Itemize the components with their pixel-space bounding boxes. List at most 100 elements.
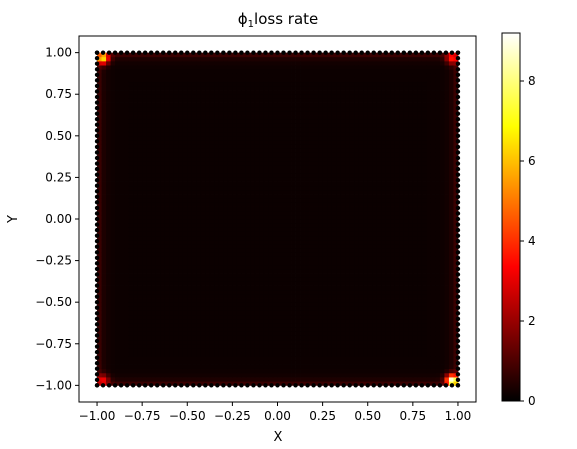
heatmap-cell bbox=[205, 210, 211, 216]
heatmap-cell bbox=[214, 206, 220, 212]
heatmap-cell bbox=[115, 181, 120, 187]
heatmap-cell bbox=[101, 152, 107, 158]
heatmap-cell bbox=[133, 339, 139, 345]
heatmap-cell bbox=[169, 173, 175, 178]
heatmap-cell bbox=[241, 302, 247, 307]
heatmap-cell bbox=[318, 148, 324, 153]
heatmap-cell bbox=[155, 202, 161, 207]
heatmap-cell bbox=[313, 98, 319, 103]
heatmap-cell bbox=[187, 277, 193, 282]
heatmap-cell bbox=[164, 339, 170, 345]
heatmap-cell bbox=[277, 198, 283, 203]
heatmap-cell bbox=[124, 352, 130, 357]
heatmap-cell bbox=[205, 106, 211, 112]
heatmap-cell bbox=[358, 268, 364, 274]
heatmap-cell bbox=[200, 160, 206, 166]
heatmap-cell bbox=[178, 173, 184, 178]
heatmap-cell bbox=[119, 210, 125, 216]
heatmap-cell bbox=[124, 189, 130, 195]
heatmap-cell bbox=[200, 52, 206, 58]
heatmap-cell bbox=[282, 106, 287, 112]
heatmap-cell bbox=[300, 273, 305, 278]
heatmap-cell bbox=[133, 210, 139, 216]
heatmap-cell bbox=[155, 314, 161, 320]
heatmap-cell bbox=[245, 119, 251, 124]
heatmap-cell bbox=[205, 77, 211, 83]
heatmap-cell bbox=[218, 306, 224, 311]
heatmap-cell bbox=[272, 360, 278, 365]
heatmap-cell bbox=[354, 81, 360, 87]
heatmap-cell bbox=[160, 148, 166, 153]
heatmap-cell bbox=[133, 164, 139, 170]
heatmap-cell bbox=[187, 56, 193, 62]
heatmap-cell bbox=[345, 164, 351, 170]
heatmap-cell bbox=[245, 152, 251, 158]
heatmap-cell bbox=[146, 119, 152, 124]
heatmap-cell bbox=[354, 169, 360, 174]
heatmap-cell bbox=[367, 73, 373, 78]
heatmap-cell bbox=[146, 264, 152, 270]
heatmap-cell bbox=[245, 198, 251, 203]
heatmap-cell bbox=[142, 123, 148, 128]
heatmap-cell bbox=[97, 352, 102, 357]
heatmap-cell bbox=[101, 135, 107, 141]
heatmap-cell bbox=[119, 77, 125, 83]
heatmap-cell bbox=[115, 368, 120, 374]
heatmap-cell bbox=[110, 314, 116, 320]
heatmap-cell bbox=[205, 94, 211, 99]
heatmap-cell bbox=[263, 310, 269, 316]
heatmap-cell bbox=[291, 77, 296, 83]
heatmap-cell bbox=[322, 194, 328, 199]
heatmap-cell bbox=[263, 239, 269, 245]
heatmap-cell bbox=[304, 260, 310, 266]
chart-title: ϕ1loss rate bbox=[238, 10, 319, 30]
heatmap-cell bbox=[245, 173, 251, 178]
heatmap-cell bbox=[367, 81, 373, 87]
heatmap-cell bbox=[160, 60, 166, 66]
heatmap-cell bbox=[178, 352, 184, 357]
heatmap-cell bbox=[358, 210, 364, 216]
heatmap-cell bbox=[272, 139, 278, 145]
heatmap-cell bbox=[245, 302, 251, 307]
heatmap-cell bbox=[119, 60, 125, 66]
heatmap-cell bbox=[124, 119, 130, 124]
heatmap-cell bbox=[241, 248, 247, 253]
heatmap-cell bbox=[151, 356, 157, 361]
heatmap-cell bbox=[254, 85, 260, 91]
heatmap-cell bbox=[322, 214, 328, 220]
heatmap-cell bbox=[119, 185, 125, 191]
heatmap-cell bbox=[124, 343, 130, 349]
heatmap-cell bbox=[282, 256, 287, 261]
heatmap-cell bbox=[309, 115, 314, 120]
heatmap-cell bbox=[268, 198, 274, 203]
heatmap-cell bbox=[232, 206, 238, 212]
heatmap-cell bbox=[124, 289, 130, 295]
heatmap-cell bbox=[223, 119, 229, 124]
heatmap-cell bbox=[232, 98, 238, 103]
heatmap-cell bbox=[110, 131, 116, 137]
heatmap-cell bbox=[336, 73, 342, 78]
heatmap-cell bbox=[340, 119, 346, 124]
heatmap-cell bbox=[349, 173, 355, 178]
heatmap-cell bbox=[187, 65, 193, 70]
heatmap-cell bbox=[245, 94, 251, 99]
heatmap-cell bbox=[191, 185, 197, 191]
heatmap-cell bbox=[173, 223, 179, 228]
heatmap-cell bbox=[372, 277, 378, 282]
heatmap-cell bbox=[160, 372, 166, 378]
heatmap-cell bbox=[300, 77, 305, 83]
heatmap-cell bbox=[282, 202, 287, 207]
heatmap-cell bbox=[137, 123, 143, 128]
heatmap-cell bbox=[187, 248, 193, 253]
heatmap-cell bbox=[345, 231, 351, 237]
heatmap-cell bbox=[282, 223, 287, 228]
heatmap-cell bbox=[146, 227, 152, 232]
heatmap-cell bbox=[124, 252, 130, 257]
heatmap-cell bbox=[304, 256, 310, 261]
heatmap-cell bbox=[309, 144, 314, 149]
heatmap-cell bbox=[169, 268, 175, 274]
heatmap-cell bbox=[155, 206, 161, 212]
heatmap-cell bbox=[209, 285, 215, 291]
heatmap-cell bbox=[214, 372, 220, 378]
heatmap-cell bbox=[304, 198, 310, 203]
